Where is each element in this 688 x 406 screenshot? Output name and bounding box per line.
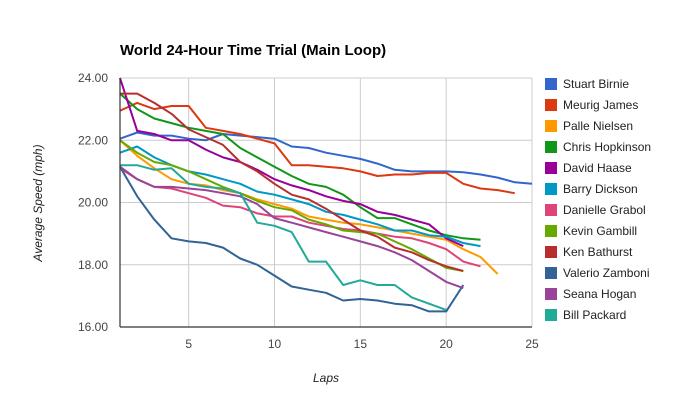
- legend-item: Ken Bathurst: [545, 245, 633, 259]
- series-line-chris-hopkinson: [119, 92, 481, 241]
- legend-swatch: [545, 225, 557, 237]
- legend-label: Barry Dickson: [563, 182, 638, 196]
- series-line-stuart-birnie: [119, 131, 533, 185]
- series-line-seana-hogan: [119, 165, 464, 290]
- legend-label: Danielle Grabol: [563, 203, 646, 217]
- legend-label: David Haase: [563, 161, 632, 175]
- legend-item: Chris Hopkinson: [545, 140, 651, 154]
- axes: 16.00 18.00 20.00 22.00 24.00 5 10 15 20 25: [78, 71, 539, 351]
- legend-item: Barry Dickson: [545, 182, 638, 196]
- legend-label: Bill Packard: [563, 308, 626, 322]
- legend-label: Ken Bathurst: [563, 245, 633, 259]
- legend-label: Kevin Gambill: [563, 224, 637, 238]
- x-tick-label: 25: [525, 337, 539, 351]
- legend-swatch: [545, 78, 557, 90]
- series-line-meurig-james: [119, 101, 515, 195]
- series-line-ken-bathurst: [120, 92, 464, 272]
- x-tick-label: 5: [185, 337, 192, 351]
- series-line-danielle-grabol: [119, 167, 481, 268]
- x-tick-label: 15: [354, 337, 368, 351]
- legend-label: Meurig James: [563, 98, 638, 112]
- legend-swatch: [545, 99, 557, 111]
- x-tick-label: 20: [439, 337, 453, 351]
- gridlines: [120, 77, 533, 328]
- series-line-kevin-gambill: [119, 139, 464, 272]
- legend-item: Kevin Gambill: [545, 224, 637, 238]
- x-axis-title: Laps: [313, 371, 339, 385]
- y-tick-label: 16.00: [78, 320, 108, 334]
- series-line-palle-nielsen: [119, 139, 499, 275]
- legend-swatch: [545, 141, 557, 153]
- legend-item: David Haase: [545, 161, 632, 175]
- y-tick-label: 18.00: [78, 258, 108, 272]
- legend-swatch: [545, 288, 557, 300]
- legend-swatch: [545, 204, 557, 216]
- legend-label: Chris Hopkinson: [563, 140, 651, 154]
- series-line-david-haase: [119, 77, 464, 248]
- legend-item: Palle Nielsen: [545, 119, 633, 133]
- legend-label: Palle Nielsen: [563, 119, 633, 133]
- legend-item: Meurig James: [545, 98, 638, 112]
- legend: Stuart Birnie Meurig James Palle Nielsen Ch…: [545, 77, 651, 322]
- legend-label: Stuart Birnie: [563, 77, 629, 91]
- y-tick-label: 22.00: [78, 133, 108, 147]
- legend-label: Valerio Zamboni: [563, 266, 649, 280]
- y-tick-label: 20.00: [78, 196, 108, 210]
- legend-item: Stuart Birnie: [545, 77, 629, 91]
- legend-swatch: [545, 162, 557, 174]
- legend-item: Danielle Grabol: [545, 203, 646, 217]
- legend-item: Bill Packard: [545, 308, 626, 322]
- chart-title: World 24-Hour Time Trial (Main Loop): [120, 42, 386, 59]
- legend-swatch: [545, 183, 557, 195]
- series-lines: [119, 77, 533, 313]
- legend-item: Valerio Zamboni: [545, 266, 649, 280]
- legend-item: Seana Hogan: [545, 287, 636, 301]
- y-tick-label: 24.00: [78, 71, 108, 85]
- y-axis-title: Average Speed (mph): [31, 144, 45, 262]
- legend-swatch: [545, 120, 557, 132]
- series-line-valerio-zamboni: [119, 166, 465, 313]
- legend-label: Seana Hogan: [563, 287, 636, 301]
- legend-swatch: [545, 246, 557, 258]
- legend-swatch: [545, 267, 557, 279]
- series-line-bill-packard: [120, 164, 447, 311]
- legend-swatch: [545, 309, 557, 321]
- x-tick-label: 10: [268, 337, 282, 351]
